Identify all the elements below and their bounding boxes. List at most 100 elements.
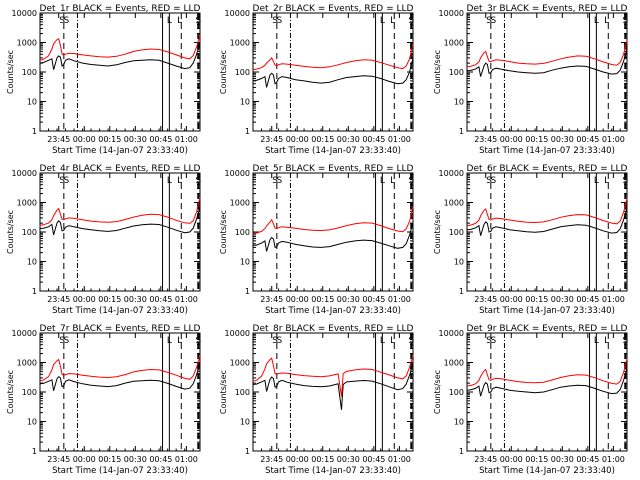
x-tick-label: 01:00	[175, 135, 198, 144]
x-tick-label: 00:30	[337, 455, 360, 464]
marker-label: L	[390, 16, 395, 26]
y-tick-label: 100	[235, 68, 250, 77]
y-tick-label: 1	[32, 127, 37, 136]
panel-6: Det_6r BLACK = Events, RED = LLD 1 10 100 10…	[433, 164, 628, 316]
marker-label: S	[59, 16, 65, 26]
y-axis-label: Counts/sec	[433, 50, 442, 94]
y-tick-label: 10000	[12, 9, 37, 18]
marker-label: S	[622, 16, 628, 26]
x-axis-label: Start Time (14-Jan-07 23:33:40)	[52, 306, 188, 316]
marker-label: L	[177, 336, 182, 346]
x-tick-label: 23:45	[474, 135, 497, 144]
panel-9: Det_9r BLACK = Events, RED = LLD 1 10 100 10…	[433, 324, 628, 476]
y-tick-label: 1000	[230, 199, 250, 208]
x-tick-label: 00:45	[149, 295, 172, 304]
marker-label: S	[491, 176, 497, 186]
y-tick-label: 1	[459, 127, 464, 136]
marker-label: S	[277, 336, 283, 346]
x-tick-label: 01:00	[602, 295, 625, 304]
y-tick-label: 1	[245, 287, 250, 296]
x-tick-label: 23:45	[474, 295, 497, 304]
marker-label: S	[486, 16, 492, 26]
marker-label: S	[486, 336, 492, 346]
series-events-line	[252, 363, 414, 410]
x-tick-label: 00:30	[551, 135, 574, 144]
series-events-line	[39, 363, 201, 391]
y-tick-label: 10000	[225, 9, 250, 18]
x-tick-label: 00:45	[362, 135, 385, 144]
y-tick-label: 10	[27, 418, 37, 427]
marker-label: S	[622, 176, 628, 186]
x-tick-label: 00:30	[124, 295, 147, 304]
x-tick-label: 23:45	[474, 455, 497, 464]
marker-label: L	[167, 16, 172, 26]
panel-2: Det_2r BLACK = Events, RED = LLD 1 10 100 10…	[219, 4, 414, 156]
marker-label: L	[390, 176, 395, 186]
x-axis-label: Start Time (14-Jan-07 23:33:40)	[265, 466, 401, 476]
x-tick-label: 00:15	[98, 295, 121, 304]
x-tick-label: 00:15	[98, 455, 121, 464]
panel-7: Det_7r BLACK = Events, RED = LLD 1 10 100 10…	[6, 324, 201, 476]
x-tick-label: 00:15	[311, 455, 334, 464]
x-tick-label: 01:00	[388, 455, 411, 464]
x-tick-label: 00:00	[500, 295, 523, 304]
x-tick-label: 00:15	[525, 295, 548, 304]
y-tick-label: 1	[32, 287, 37, 296]
x-tick-label: 00:30	[337, 295, 360, 304]
marker-label: S	[491, 336, 497, 346]
y-tick-label: 10	[27, 258, 37, 267]
y-tick-label: 10000	[439, 9, 464, 18]
y-tick-label: 10	[240, 418, 250, 427]
x-tick-label: 00:30	[124, 455, 147, 464]
y-tick-label: 1000	[444, 39, 464, 48]
x-tick-label: 00:00	[73, 455, 96, 464]
x-tick-label: 00:15	[98, 135, 121, 144]
y-tick-label: 1000	[17, 359, 37, 368]
panel-title: Det_7r BLACK = Events, RED = LLD	[40, 324, 201, 334]
x-tick-label: 00:45	[576, 455, 599, 464]
x-tick-label: 01:00	[602, 135, 625, 144]
marker-label: L	[594, 336, 599, 346]
marker-label: L	[177, 176, 182, 186]
x-tick-label: 00:00	[286, 455, 309, 464]
series-events-line	[39, 206, 201, 236]
y-axis-label: Counts/sec	[219, 370, 228, 414]
x-tick-label: 00:00	[286, 295, 309, 304]
series-events-line	[252, 57, 414, 88]
x-tick-label: 00:30	[551, 295, 574, 304]
y-tick-label: 1	[459, 287, 464, 296]
x-tick-label: 23:45	[260, 295, 283, 304]
y-axis-label: Counts/sec	[6, 50, 15, 94]
marker-label: L	[604, 336, 609, 346]
x-axis-label: Start Time (14-Jan-07 23:33:40)	[479, 146, 615, 156]
series-events-line	[466, 207, 628, 236]
y-tick-label: 10000	[439, 329, 464, 338]
y-tick-label: 1	[245, 127, 250, 136]
y-tick-label: 10000	[439, 169, 464, 178]
panel-title: Det_8r BLACK = Events, RED = LLD	[253, 324, 414, 334]
marker-label: L	[604, 176, 609, 186]
marker-label: S	[272, 336, 278, 346]
y-tick-label: 100	[449, 68, 464, 77]
series-lld-line	[466, 40, 628, 68]
marker-label: S	[486, 176, 492, 186]
marker-label: S	[622, 336, 628, 346]
x-tick-label: 23:45	[47, 135, 70, 144]
panel-title: Det_6r BLACK = Events, RED = LLD	[467, 164, 628, 174]
panel-title: Det_1r BLACK = Events, RED = LLD	[40, 4, 201, 14]
x-tick-label: 00:15	[525, 455, 548, 464]
marker-label: L	[594, 176, 599, 186]
y-axis-label: Counts/sec	[6, 210, 15, 254]
y-axis-label: Counts/sec	[219, 210, 228, 254]
panel-title: Det_5r BLACK = Events, RED = LLD	[253, 164, 414, 174]
marker-label: L	[390, 336, 395, 346]
x-axis-label: Start Time (14-Jan-07 23:33:40)	[265, 146, 401, 156]
x-axis-label: Start Time (14-Jan-07 23:33:40)	[265, 306, 401, 316]
series-events-line	[39, 43, 201, 70]
x-tick-label: 00:45	[362, 455, 385, 464]
x-tick-label: 00:15	[525, 135, 548, 144]
y-tick-label: 1000	[17, 199, 37, 208]
x-axis-label: Start Time (14-Jan-07 23:33:40)	[52, 146, 188, 156]
y-tick-label: 1000	[17, 39, 37, 48]
